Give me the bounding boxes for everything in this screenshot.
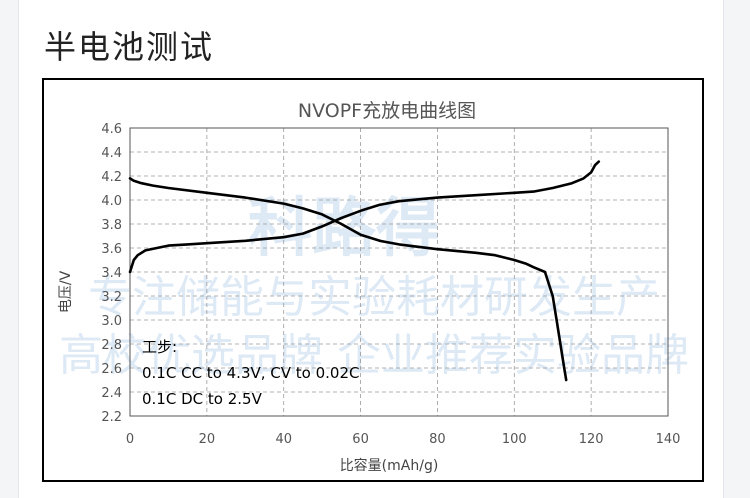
watermark-line-1: 专注储能与实验耗材研发生产 bbox=[88, 272, 660, 323]
x-tick-labels: 0 20 40 60 80 100 120 140 bbox=[126, 432, 681, 447]
watermark-line-2: 高校优选品牌 企业推荐实验品牌 bbox=[59, 330, 689, 381]
x-tick-label: 0 bbox=[126, 432, 134, 447]
annotation-charge: 0.1C CC to 4.3V, CV to 0.02C bbox=[142, 364, 360, 382]
y-tick-label: 4.2 bbox=[101, 170, 122, 185]
x-tick-label: 120 bbox=[579, 432, 604, 447]
y-tick-label: 4.4 bbox=[101, 146, 122, 161]
x-tick-label: 80 bbox=[429, 432, 446, 447]
y-tick-label: 2.4 bbox=[101, 386, 122, 401]
y-tick-label: 2.8 bbox=[101, 338, 122, 353]
page-heading: 半电池测试 bbox=[44, 28, 215, 66]
curves bbox=[128, 160, 601, 382]
y-tick-label: 3.4 bbox=[101, 266, 122, 281]
y-tick-label: 3.0 bbox=[101, 314, 122, 329]
x-tick-label: 20 bbox=[199, 432, 216, 447]
y-tick-label: 2.6 bbox=[101, 362, 122, 377]
x-axis-label: 比容量(mAh/g) bbox=[340, 457, 439, 474]
discharge-curve bbox=[128, 177, 568, 382]
x-tick-label: 100 bbox=[502, 432, 527, 447]
left-gutter bbox=[0, 0, 19, 498]
x-tick-label: 40 bbox=[275, 432, 292, 447]
chart-title: NVOPF充放电曲线图 bbox=[298, 100, 476, 122]
right-scroll-gutter bbox=[723, 0, 750, 498]
chart-frame: 科路得 专注储能与实验耗材研发生产 高校优选品牌 企业推荐实验品牌 2.2 2.4… bbox=[42, 78, 704, 482]
y-tick-label: 3.8 bbox=[101, 218, 122, 233]
y-axis-label: 电压/V bbox=[58, 270, 74, 313]
x-tick-label: 60 bbox=[352, 432, 369, 447]
watermark: 科路得 专注储能与实验耗材研发生产 高校优选品牌 企业推荐实验品牌 bbox=[59, 192, 689, 381]
annotation-block: 工步: 0.1C CC to 4.3V, CV to 0.02C 0.1C DC… bbox=[142, 338, 360, 408]
x-tick-label: 140 bbox=[656, 432, 681, 447]
y-tick-label: 3.2 bbox=[101, 290, 122, 305]
y-tick-label: 4.6 bbox=[101, 122, 122, 137]
charge-discharge-chart: 科路得 专注储能与实验耗材研发生产 高校优选品牌 企业推荐实验品牌 2.2 2.4… bbox=[58, 100, 689, 474]
y-tick-label: 3.6 bbox=[101, 242, 122, 257]
charge-curve bbox=[128, 160, 601, 274]
y-tick-label: 4.0 bbox=[101, 194, 122, 209]
annotation-steps: 工步: bbox=[142, 338, 177, 356]
annotation-discharge: 0.1C DC to 2.5V bbox=[142, 390, 263, 408]
y-tick-label: 2.2 bbox=[101, 410, 122, 425]
y-tick-labels: 2.2 2.4 2.6 2.8 3.0 3.2 3.4 3.6 3.8 4.0 4.2 4.4 4.6 bbox=[101, 122, 122, 425]
